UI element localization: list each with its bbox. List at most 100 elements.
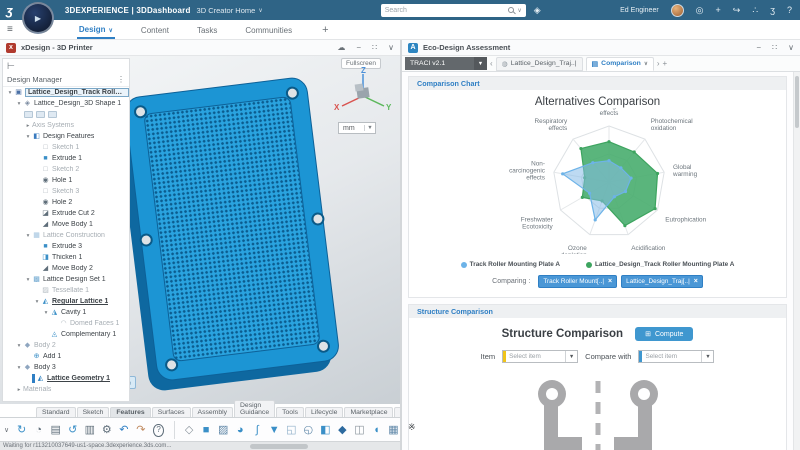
tree-item[interactable]: ▸Materials: [3, 384, 129, 395]
tree-item[interactable]: ■Extrude 1: [3, 153, 129, 164]
add-tab-button[interactable]: +: [322, 24, 328, 36]
pad-icon[interactable]: ■: [200, 422, 213, 439]
tree-item[interactable]: ▨Tessellate 1: [3, 285, 129, 296]
lattice-plate-model[interactable]: [123, 76, 340, 382]
tree-caret-icon[interactable]: ▾: [24, 134, 32, 140]
chevron-down-icon[interactable]: ∨: [388, 43, 394, 52]
method-caret-icon[interactable]: ▼: [474, 57, 487, 70]
tree-caret-icon[interactable]: ▾: [24, 277, 32, 283]
design-manager-menu-icon[interactable]: ⋮: [117, 75, 125, 84]
units-caret-icon[interactable]: ▼: [364, 125, 375, 131]
tab-design[interactable]: Design∨: [77, 21, 115, 39]
tabs-forward-icon[interactable]: ›: [657, 59, 660, 68]
expand-icon[interactable]: ∷: [372, 43, 377, 52]
tree-item[interactable]: ◨Thicken 1: [3, 252, 129, 263]
user-name[interactable]: Ed Engineer: [620, 7, 659, 14]
tree-item[interactable]: ▸Axis Systems: [3, 120, 129, 131]
tree-caret-icon[interactable]: ▾: [42, 310, 50, 316]
view-triad[interactable]: Z X Y: [332, 66, 394, 120]
tab-content[interactable]: Content: [139, 22, 171, 38]
shape-filter-badge[interactable]: [24, 111, 33, 118]
app-menu[interactable]: 3D Creator Home: [197, 6, 256, 15]
tree-item[interactable]: ◉Hole 2: [3, 197, 129, 208]
search-icon[interactable]: [508, 7, 514, 13]
tabs-back-icon[interactable]: ‹: [490, 59, 493, 68]
undo-icon[interactable]: ↶: [117, 422, 130, 439]
sweep-icon[interactable]: ∫: [251, 422, 264, 439]
sync-icon[interactable]: ↻: [15, 422, 28, 439]
tree-item[interactable]: ◪Extrude Cut 2: [3, 208, 129, 219]
add-assessment-tab-button[interactable]: +: [663, 59, 668, 68]
ribbon-tab-tools[interactable]: Tools: [276, 407, 304, 417]
redo-icon[interactable]: ↷: [134, 422, 147, 439]
pocket-icon[interactable]: ▨: [217, 422, 230, 439]
3ddashboard-compass-icon[interactable]: ▶: [22, 2, 54, 34]
revolve-icon[interactable]: ◕: [234, 422, 247, 439]
tree-item[interactable]: □Sketch 3: [3, 186, 129, 197]
ribbon-tab-sketch[interactable]: Sketch: [77, 407, 110, 417]
tree-item[interactable]: ▾▣Lattice_Design_Track Roller Mount...: [3, 87, 129, 98]
chamfer-icon[interactable]: ◆: [336, 422, 349, 439]
tree-caret-icon[interactable]: ▾: [33, 299, 41, 305]
tree-item[interactable]: ◭Lattice Geometry 1: [3, 373, 129, 384]
tree-item[interactable]: ▾◧Design Features: [3, 131, 129, 142]
cloud-icon[interactable]: ☁: [337, 43, 345, 52]
tag-icon[interactable]: ◈: [534, 5, 541, 16]
compare-with-select[interactable]: Select item ▼: [638, 350, 714, 363]
units-dropdown[interactable]: mm ▼: [338, 122, 376, 134]
tab-design-caret-icon[interactable]: ∨: [109, 28, 113, 34]
tree-item[interactable]: □Sketch 1: [3, 142, 129, 153]
vertical-scrollbar-thumb[interactable]: [795, 76, 799, 128]
tree-item[interactable]: ◢Move Body 2: [3, 263, 129, 274]
menu-icon[interactable]: ≡: [7, 24, 13, 35]
3ds-apps-icon[interactable]: ʒ: [770, 6, 775, 15]
search-input[interactable]: Search ∨: [381, 4, 526, 17]
export-icon[interactable]: ▥: [83, 422, 96, 439]
compass-icon[interactable]: ◎: [696, 6, 704, 15]
compute-button[interactable]: ⊞ Compute: [635, 327, 693, 341]
tree-item[interactable]: ▾◮Cavity 1: [3, 307, 129, 318]
horizontal-scrollbar-thumb[interactable]: [250, 444, 308, 449]
chip-close-icon[interactable]: ×: [608, 278, 612, 285]
ribbon-tab-marketplace[interactable]: Marketplace: [344, 407, 393, 417]
tree-caret-icon[interactable]: ▾: [24, 233, 32, 239]
tree-item[interactable]: ⊕Add 1: [3, 351, 129, 362]
shell-icon[interactable]: ◱: [285, 422, 298, 439]
share-nodes-icon[interactable]: ∴: [752, 6, 758, 15]
tree-item[interactable]: ■Extrude 3: [3, 241, 129, 252]
shape-filter-badge[interactable]: [36, 111, 45, 118]
app-menu-caret-icon[interactable]: ∨: [258, 7, 262, 14]
tab-lattice-design[interactable]: ◍ Lattice_Design_Traj..|: [496, 57, 583, 71]
update-icon[interactable]: ↺: [66, 422, 79, 439]
comparing-chip[interactable]: Track Roller Mount[..|×: [538, 275, 617, 288]
help-icon[interactable]: ?: [787, 6, 792, 15]
item-select[interactable]: Select item ▼: [502, 350, 578, 363]
box-icon[interactable]: ◇: [183, 422, 196, 439]
ribbon-tab-assembly[interactable]: Assembly: [192, 407, 233, 417]
minimize-icon[interactable]: −: [756, 43, 761, 52]
compare-select-caret-icon[interactable]: ▼: [701, 351, 713, 362]
fillet-icon[interactable]: ◖: [370, 422, 383, 439]
tree-item[interactable]: ▾◆Body 2: [3, 340, 129, 351]
ribbon-tab-standard[interactable]: Standard: [36, 407, 76, 417]
tab-communities[interactable]: Communities: [243, 22, 294, 38]
vertical-scrollbar[interactable]: [793, 72, 800, 450]
save-icon[interactable]: ▤: [49, 422, 62, 439]
ribbon-tab-design-guidance[interactable]: Design Guidance: [234, 400, 275, 417]
chip-close-icon[interactable]: ×: [694, 278, 698, 285]
tree-item[interactable]: ▾▦Lattice Construction: [3, 230, 129, 241]
tree-item[interactable]: ▾▩Lattice Design Set 1: [3, 274, 129, 285]
item-select-caret-icon[interactable]: ▼: [565, 351, 577, 362]
search-scope-caret-icon[interactable]: ∨: [517, 7, 521, 14]
tree-item[interactable]: ◬Complementary 1: [3, 329, 129, 340]
structure-comparison-section-header[interactable]: Structure Comparison: [409, 305, 786, 318]
minimize-icon[interactable]: −: [356, 43, 361, 52]
tab-comparison-caret-icon[interactable]: ∨: [644, 61, 648, 67]
session-icon[interactable]: ◔: [32, 422, 45, 439]
expand-icon[interactable]: ∷: [772, 43, 777, 52]
pattern-icon[interactable]: ▦: [387, 422, 400, 439]
tree-item[interactable]: ◢Move Body 1: [3, 219, 129, 230]
ribbon-collapse-icon[interactable]: ∨: [4, 426, 9, 434]
tree-caret-icon[interactable]: ▸: [24, 123, 32, 129]
user-avatar[interactable]: [671, 4, 684, 17]
